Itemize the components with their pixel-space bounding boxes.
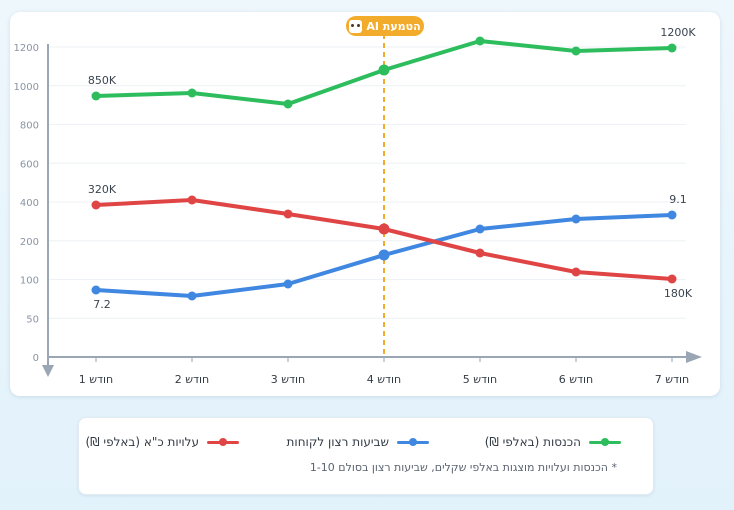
cost-point[interactable] [378, 223, 390, 235]
x-tick-label: חודש 5 [463, 373, 497, 386]
satisfaction-point[interactable] [283, 279, 293, 289]
x-tick-label: חודש 2 [175, 373, 209, 386]
data-label: 9.1 [669, 193, 687, 206]
y-tick-label: 1000 [14, 82, 39, 93]
cost-point[interactable] [571, 267, 581, 277]
legend-row: הכנסות (באלפי ₪) שביעות רצון לקוחות עלוי… [85, 432, 635, 452]
legend-label-revenue: הכנסות (באלפי ₪) [484, 435, 581, 449]
x-axis-arrow [686, 351, 702, 363]
legend-label-costs: עלויות כ"א (באלפי ₪) [85, 435, 199, 449]
data-label: 1200K [660, 26, 696, 39]
legend-card: הכנסות (באלפי ₪) שביעות רצון לקוחות עלוי… [78, 417, 654, 495]
cost-point[interactable] [475, 248, 485, 258]
ai-adoption-badge: הטמעת AI [346, 16, 424, 36]
y-tick-label: 800 [20, 121, 39, 132]
data-label: 320K [88, 183, 117, 196]
legend-footnote: * הכנסות ועלויות מוצגות באלפי שקלים, שבי… [309, 461, 617, 474]
cost-point[interactable] [283, 209, 293, 219]
satisfaction-point[interactable] [91, 285, 101, 295]
x-tick-label: חודש 1 [79, 373, 113, 386]
data-label: 7.2 [93, 298, 111, 311]
x-tick-label: חודש 7 [655, 373, 689, 386]
ai-badge-label: הטמעת AI [366, 19, 421, 33]
revenue-point[interactable] [667, 43, 677, 53]
satisfaction-point[interactable] [571, 214, 581, 224]
revenue-point[interactable] [571, 46, 581, 56]
robot-icon [349, 19, 363, 33]
legend-swatch-costs [207, 436, 239, 448]
x-tick-label: חודש 3 [271, 373, 305, 386]
data-label: 180K [664, 287, 693, 300]
satisfaction-point[interactable] [187, 291, 197, 301]
legend-swatch-revenue [589, 436, 621, 448]
y-axis-arrow [42, 365, 54, 377]
legend-label-satisfaction: שביעות רצון לקוחות [286, 435, 389, 449]
y-tick-label: 600 [20, 159, 39, 170]
cost-point[interactable] [91, 200, 101, 210]
revenue-point[interactable] [283, 99, 293, 109]
x-tick-label: חודש 4 [367, 373, 401, 386]
revenue-point[interactable] [91, 91, 101, 101]
y-tick-label: 100 [20, 276, 39, 287]
cost-point[interactable] [187, 195, 197, 205]
satisfaction-point[interactable] [667, 210, 677, 220]
y-tick-label: 0 [33, 353, 39, 364]
series-costs [94, 198, 674, 281]
x-tick-label: חודש 6 [559, 373, 593, 386]
revenue-point[interactable] [187, 88, 197, 98]
revenue-point[interactable] [378, 64, 390, 76]
y-tick-label: 50 [26, 314, 39, 325]
satisfaction-point[interactable] [378, 249, 390, 261]
data-label: 850K [88, 74, 117, 87]
y-tick-label: 400 [20, 198, 39, 209]
cost-point[interactable] [667, 274, 677, 284]
revenue-point[interactable] [475, 36, 485, 46]
y-tick-label: 200 [20, 237, 39, 248]
legend-swatch-satisfaction [397, 436, 429, 448]
legend-item-satisfaction[interactable]: שביעות רצון לקוחות [287, 432, 429, 452]
y-tick-label: 1200 [14, 43, 39, 54]
legend-item-revenue[interactable]: הכנסות (באלפי ₪) [485, 432, 621, 452]
chart-card: 0 50 100 200 400 600 800 1000 1200 חודש 1 חודש 2 חו… [10, 12, 720, 396]
satisfaction-point[interactable] [475, 224, 485, 234]
line-chart: 0 50 100 200 400 600 800 1000 1200 חודש 1 חודש 2 חו… [14, 26, 702, 386]
legend-item-costs[interactable]: עלויות כ"א (באלפי ₪) [85, 432, 239, 452]
